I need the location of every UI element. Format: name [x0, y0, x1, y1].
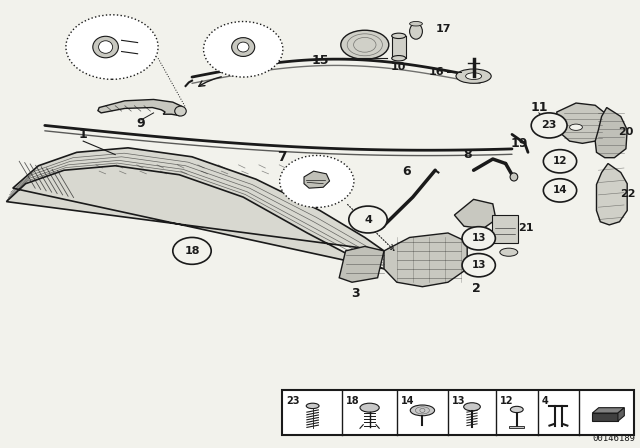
- Text: 13: 13: [472, 233, 486, 243]
- Ellipse shape: [392, 56, 406, 61]
- Text: 7: 7: [276, 150, 287, 164]
- Circle shape: [462, 254, 495, 277]
- FancyBboxPatch shape: [282, 390, 634, 435]
- Text: 10: 10: [391, 62, 406, 72]
- Ellipse shape: [392, 33, 406, 39]
- Text: 23: 23: [541, 121, 557, 130]
- Circle shape: [280, 155, 354, 207]
- Polygon shape: [304, 171, 330, 188]
- Text: 23: 23: [287, 396, 300, 406]
- Circle shape: [204, 22, 283, 77]
- Circle shape: [66, 15, 158, 79]
- Text: 5: 5: [469, 230, 478, 243]
- Text: 19: 19: [511, 137, 529, 150]
- Polygon shape: [339, 246, 384, 282]
- Text: 4: 4: [364, 215, 372, 224]
- Polygon shape: [593, 408, 625, 413]
- Text: 2: 2: [472, 282, 481, 296]
- Ellipse shape: [410, 22, 422, 26]
- Text: 21: 21: [518, 224, 534, 233]
- FancyBboxPatch shape: [509, 426, 525, 428]
- Text: 15: 15: [311, 54, 329, 67]
- Circle shape: [349, 206, 387, 233]
- Text: 12: 12: [553, 156, 567, 166]
- Text: 3: 3: [351, 287, 360, 300]
- Circle shape: [543, 150, 577, 173]
- Ellipse shape: [340, 30, 388, 59]
- Text: 6: 6: [402, 164, 411, 178]
- Polygon shape: [384, 233, 467, 287]
- Circle shape: [173, 237, 211, 264]
- Polygon shape: [454, 199, 496, 228]
- Polygon shape: [596, 164, 627, 225]
- Ellipse shape: [237, 42, 249, 52]
- Ellipse shape: [511, 406, 523, 413]
- Text: 00146189: 00146189: [592, 434, 635, 443]
- Circle shape: [462, 227, 495, 250]
- Ellipse shape: [456, 69, 492, 83]
- Ellipse shape: [510, 173, 518, 181]
- Polygon shape: [595, 108, 627, 158]
- Polygon shape: [6, 148, 384, 269]
- Polygon shape: [557, 103, 605, 143]
- Text: 9: 9: [136, 116, 145, 130]
- Text: 13: 13: [452, 396, 465, 406]
- Circle shape: [543, 179, 577, 202]
- Text: 18: 18: [184, 246, 200, 256]
- Circle shape: [531, 113, 567, 138]
- Text: 8: 8: [463, 148, 472, 161]
- Text: 20: 20: [618, 127, 634, 137]
- Text: 13: 13: [472, 260, 486, 270]
- Ellipse shape: [360, 403, 380, 412]
- Ellipse shape: [466, 73, 482, 80]
- Ellipse shape: [500, 248, 518, 256]
- Ellipse shape: [463, 403, 480, 411]
- Text: 1: 1: [79, 128, 88, 141]
- Text: 17: 17: [435, 24, 451, 34]
- Text: 22: 22: [620, 189, 636, 198]
- Polygon shape: [392, 36, 406, 58]
- Text: 11: 11: [530, 101, 548, 114]
- Text: 14: 14: [401, 396, 414, 406]
- Text: 16: 16: [429, 67, 445, 77]
- Text: 12: 12: [500, 396, 513, 406]
- Polygon shape: [618, 408, 625, 421]
- Polygon shape: [593, 413, 618, 421]
- Ellipse shape: [307, 403, 319, 409]
- Ellipse shape: [410, 405, 435, 416]
- Ellipse shape: [410, 23, 422, 39]
- Ellipse shape: [175, 106, 186, 116]
- Ellipse shape: [232, 38, 255, 56]
- Text: 4: 4: [541, 396, 548, 406]
- Text: 18: 18: [346, 396, 360, 406]
- Ellipse shape: [99, 41, 113, 53]
- FancyBboxPatch shape: [492, 215, 518, 243]
- Text: 14: 14: [553, 185, 567, 195]
- Ellipse shape: [570, 124, 582, 130]
- Ellipse shape: [93, 36, 118, 58]
- Polygon shape: [98, 99, 184, 116]
